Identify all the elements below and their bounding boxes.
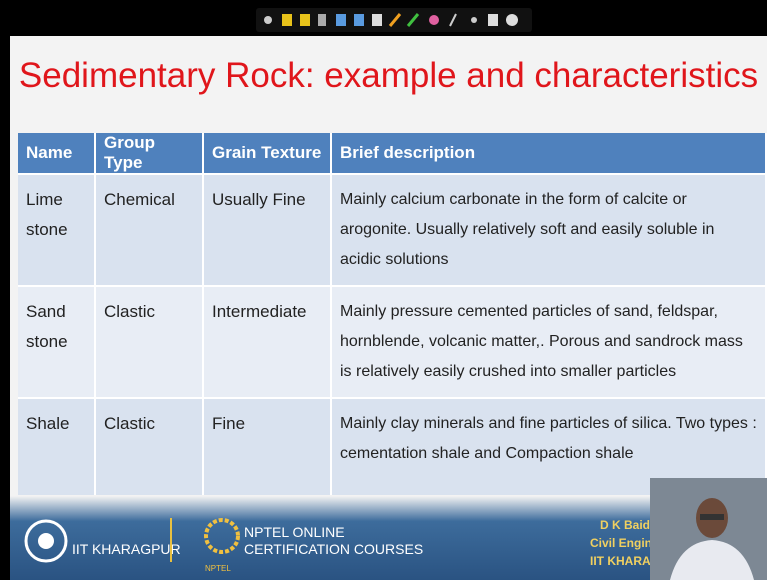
table-row: Sand stone Clastic Intermediate Mainly pres… bbox=[18, 285, 767, 398]
nptel-logo bbox=[204, 518, 240, 554]
table-cell: Mainly calcium carbonate in the form of … bbox=[331, 173, 767, 286]
nptel-line: CERTIFICATION COURSES bbox=[244, 541, 424, 557]
table-cell: Clastic bbox=[95, 397, 204, 495]
institute-name: IIT KHARAGPUR bbox=[72, 541, 181, 557]
iit-logo bbox=[24, 519, 68, 563]
speaker-name: D K Baid bbox=[600, 518, 651, 532]
table-cell: Mainly pressure cemented particles of sa… bbox=[331, 285, 767, 398]
toolbar-icons bbox=[264, 13, 518, 27]
table-cell: Fine bbox=[203, 397, 332, 495]
column-header: Name bbox=[18, 133, 96, 174]
footer: IIT KHARAGPUR NPTEL NPTEL ONLINE CERTIFI… bbox=[10, 496, 767, 580]
nptel-line: NPTEL ONLINE bbox=[244, 524, 345, 540]
header-row: Name Group Type Grain Texture Brief desc… bbox=[18, 133, 767, 174]
toolbar bbox=[256, 8, 532, 32]
table-cell: Chemical bbox=[95, 173, 204, 286]
speaker-inst: IIT KHARAG bbox=[590, 554, 660, 568]
table-cell: Lime stone bbox=[18, 173, 96, 286]
table: Name Group Type Grain Texture Brief desc… bbox=[18, 133, 767, 495]
speaker-video bbox=[650, 478, 767, 580]
speaker-figure bbox=[650, 478, 767, 580]
table-cell: Intermediate bbox=[203, 285, 332, 398]
table-cell: Sand stone bbox=[18, 285, 96, 398]
table-cell: Clastic bbox=[95, 285, 204, 398]
column-header: Grain Texture bbox=[203, 133, 332, 174]
table-cell: Usually Fine bbox=[203, 173, 332, 286]
table-cell: Shale bbox=[18, 397, 96, 495]
table-cell: Mainly clay minerals and fine particles … bbox=[331, 397, 767, 495]
speaker-dept: Civil Engine bbox=[590, 536, 659, 550]
slide-title: Sedimentary Rock: example and characteri… bbox=[18, 56, 759, 95]
column-header: Group Type bbox=[95, 133, 204, 174]
table-row: Lime stone Chemical Usually Fine Mainly cal… bbox=[18, 173, 767, 286]
table-row: Shale Clastic Fine Mainly clay minerals and… bbox=[18, 397, 767, 495]
column-header: Brief description bbox=[331, 133, 767, 174]
divider bbox=[170, 518, 172, 562]
slide: Sedimentary Rock: example and characteri… bbox=[10, 36, 767, 580]
table-body: Lime stone Chemical Usually Fine Mainly cal… bbox=[18, 173, 767, 495]
nptel-logo-text: NPTEL bbox=[205, 564, 231, 573]
